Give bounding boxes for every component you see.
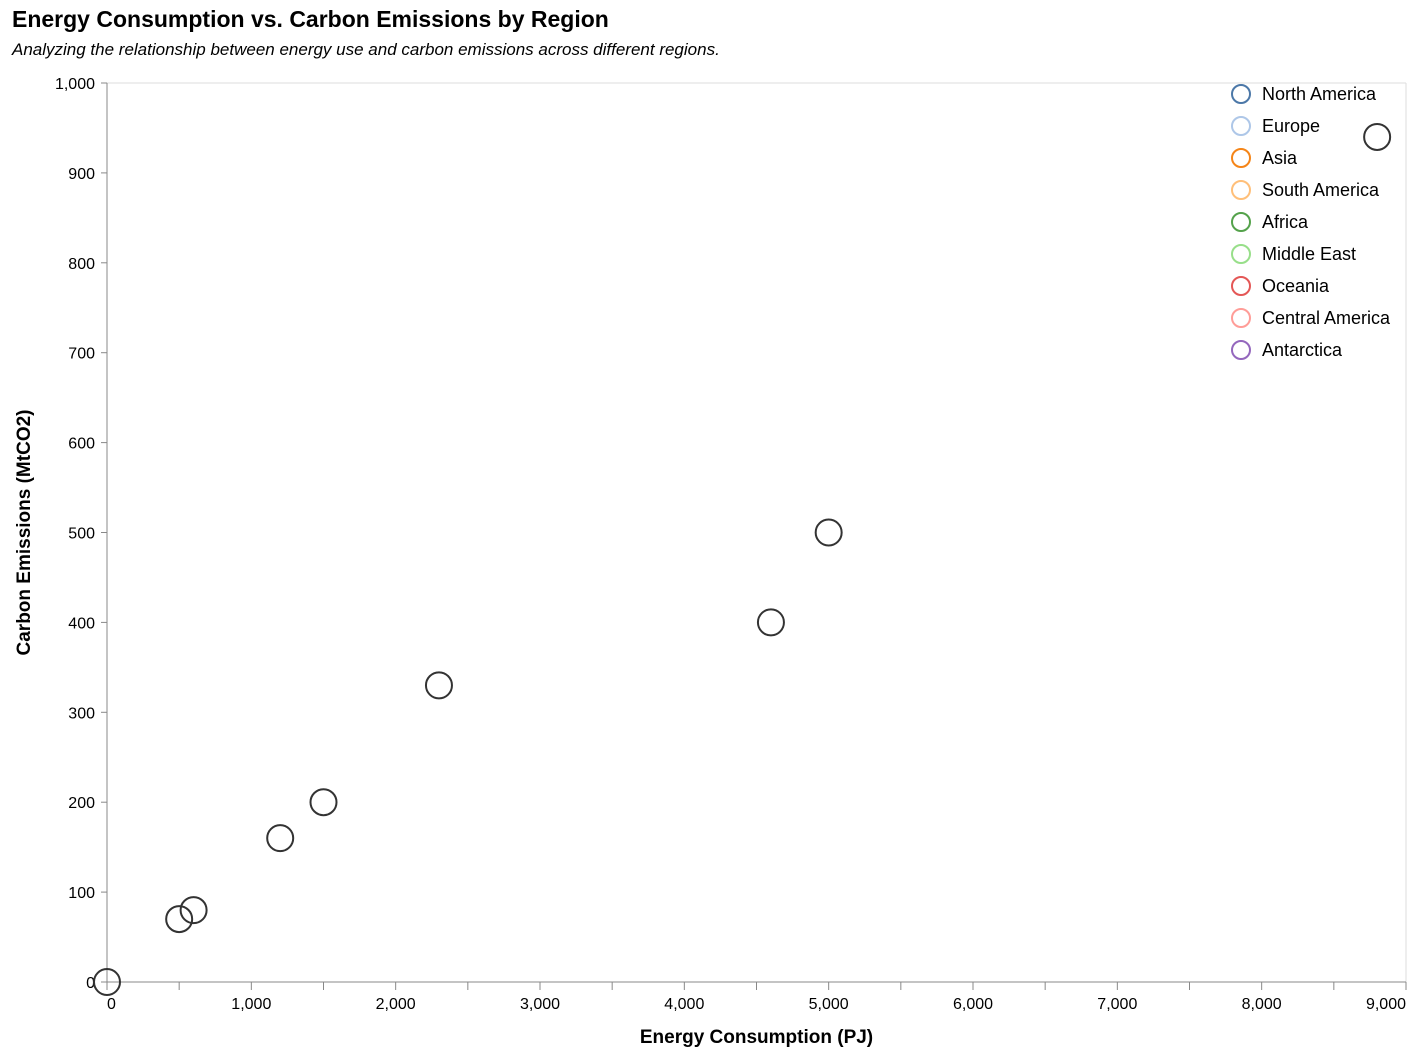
- data-point: [1363, 122, 1392, 151]
- y-tick-label: 800: [68, 256, 95, 273]
- data-point: [756, 608, 785, 637]
- data-point: [93, 968, 121, 996]
- x-tick-label: 3,000: [520, 996, 560, 1013]
- chart-title: Energy Consumption vs. Carbon Emissions …: [12, 6, 609, 32]
- legend-label: North America: [1262, 84, 1377, 104]
- x-tick-label: 9,000: [1366, 996, 1406, 1013]
- y-tick-label: 100: [68, 885, 95, 902]
- data-point: [424, 671, 453, 700]
- x-tick-label: 7,000: [1097, 996, 1137, 1013]
- y-tick-label: 900: [68, 166, 95, 183]
- y-tick-label: 300: [68, 705, 95, 722]
- chart-subtitle: Analyzing the relationship between energ…: [12, 40, 720, 59]
- legend-symbol: [1231, 308, 1251, 328]
- y-tick-label: 0: [86, 975, 95, 992]
- legend-symbol: [1231, 244, 1251, 264]
- data-point: [309, 788, 338, 817]
- legend-symbol: [1231, 276, 1251, 296]
- x-tick-label: 4,000: [664, 996, 704, 1013]
- x-tick-label: 8,000: [1242, 996, 1282, 1013]
- y-axis-title: Carbon Emissions (MtCO2): [14, 410, 35, 656]
- legend-label: Central America: [1262, 308, 1391, 328]
- legend-symbol: [1231, 84, 1251, 104]
- data-point: [165, 905, 194, 934]
- legend-symbol: [1231, 212, 1251, 232]
- legend-symbol: [1231, 116, 1251, 136]
- y-tick-label: 700: [68, 346, 95, 363]
- x-axis: 0 1,000 2,000 3,000 4,000 5,000 6,000 7,000 8,00…: [106, 981, 1407, 1013]
- legend-label: Oceania: [1262, 276, 1330, 296]
- plot-frame: [107, 82, 1407, 982]
- y-tick-label: 600: [68, 436, 95, 453]
- y-axis: 0 100 200 300 400 500 600 700 800 900 1,000: [55, 76, 108, 992]
- x-tick-label: 5,000: [809, 996, 849, 1013]
- x-axis-title: Energy Consumption (PJ): [640, 1027, 873, 1048]
- legend-symbol: [1231, 148, 1251, 168]
- data-point: [266, 824, 295, 853]
- legend-label: South America: [1262, 180, 1380, 200]
- legend-symbol: [1231, 340, 1251, 360]
- legend-label: Middle East: [1262, 244, 1356, 264]
- legend-label: Africa: [1262, 212, 1309, 232]
- y-tick-label: 1,000: [55, 76, 95, 93]
- legend-label: Europe: [1262, 116, 1320, 136]
- x-tick-label: 2,000: [376, 996, 416, 1013]
- y-tick-label: 200: [68, 795, 95, 812]
- legend: North America Europe Asia South America Afri…: [1231, 84, 1391, 360]
- data-points: [93, 122, 1392, 996]
- x-tick-label: 6,000: [953, 996, 993, 1013]
- legend-label: Antarctica: [1262, 340, 1343, 360]
- y-tick-label: 400: [68, 615, 95, 632]
- legend-label: Asia: [1262, 148, 1298, 168]
- x-tick-label: 0: [107, 996, 116, 1013]
- x-tick-label: 1,000: [231, 996, 271, 1013]
- data-point: [814, 518, 843, 547]
- y-tick-label: 500: [68, 526, 95, 543]
- data-point: [179, 896, 208, 925]
- legend-symbol: [1231, 180, 1251, 200]
